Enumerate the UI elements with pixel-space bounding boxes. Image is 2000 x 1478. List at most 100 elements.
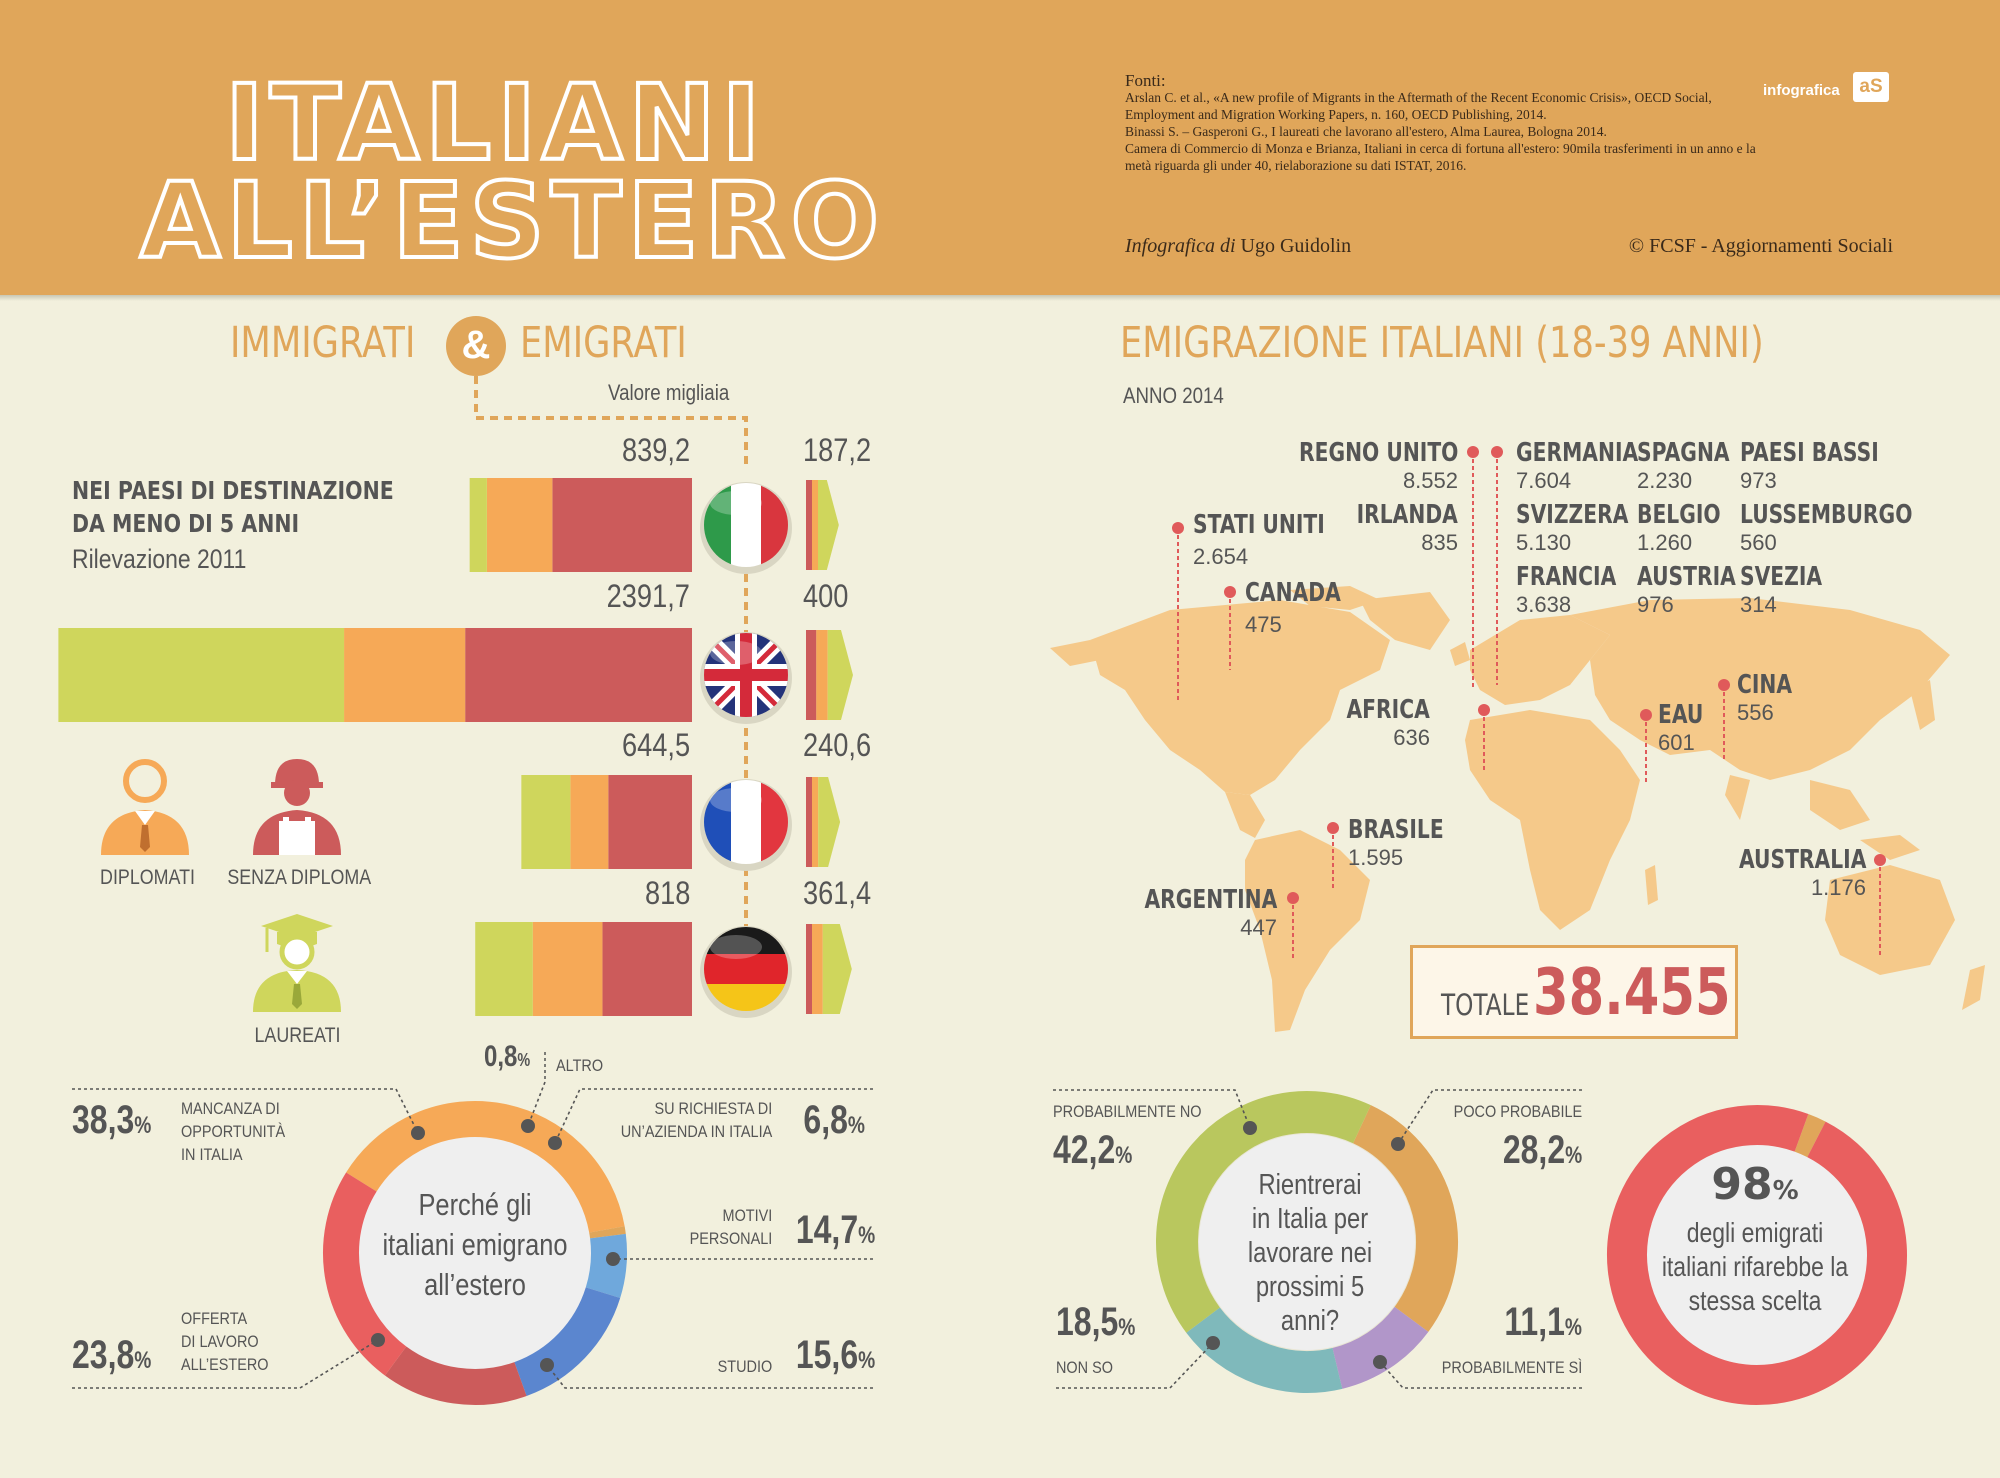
immigrati-bar-senza-diploma: [602, 922, 692, 1016]
dot-no: [1243, 1121, 1257, 1135]
return-center-line1: Rientrerai: [1258, 1169, 1362, 1201]
country-name-eau: EAU: [1658, 700, 1704, 730]
australia: [1825, 865, 1955, 975]
choice-center-label: 98% degli emigrati italiani rifarebbe la…: [1630, 1160, 1880, 1318]
country-name-germania: GERMANIA: [1516, 438, 1639, 468]
choice-line1: degli emigrati: [1686, 1217, 1824, 1248]
emigrati-bar-diplomati: [812, 924, 823, 1014]
immigrati-bar-laureati: [58, 628, 345, 722]
subtitle-survey: Rilevazione 2011: [72, 544, 247, 574]
emigrati-bar-laureati: [822, 924, 852, 1014]
immigrati-label-uk: 2391,7: [606, 578, 690, 614]
pin-dot-australia: [1874, 854, 1886, 866]
slice-probabilmente-si: [1331, 1306, 1429, 1389]
subtitle-destination: NEI PAESI DI DESTINAZIONE DA MENO DI 5 A…: [72, 474, 394, 540]
reason-offerta-label: OFFERTA DI LAVORO ALL’ESTERO: [181, 1309, 269, 1374]
pin-dot-stati-uniti: [1172, 522, 1184, 534]
senza-diploma-icon: [253, 759, 341, 855]
immigrati-bar-diplomati: [344, 628, 466, 722]
alaska-tip: [1050, 640, 1100, 666]
leader-richiesta: [554, 1088, 873, 1144]
reasons-center-label: Perché gli italiani emigrano all’estero: [345, 1185, 605, 1305]
north-america: [1090, 600, 1390, 795]
return-poco-label: POCO PROBABILE: [1453, 1102, 1582, 1121]
subtitle-line2: DA MENO DI 5 ANNI: [72, 509, 300, 538]
emigrati-label-italia: 187,2: [803, 432, 872, 468]
brand-text: infografica: [1763, 82, 1840, 99]
emigrati-bar-laureati: [827, 630, 853, 720]
legend-senza-diploma: SENZA DIPLOMA: [227, 866, 372, 889]
emigrati-label-uk: 400: [803, 578, 849, 614]
country-name-francia: FRANCIA: [1516, 562, 1617, 592]
slice-studio: [384, 1346, 527, 1405]
emigrati-bar-senza-diploma: [806, 924, 812, 1014]
country-name-cina: CINA: [1737, 670, 1793, 700]
india: [1725, 775, 1750, 820]
immigrati-label-germania: 818: [644, 875, 690, 911]
dot-si: [1373, 1355, 1387, 1369]
return-si-label: PROBABILMENTE SÌ: [1441, 1358, 1582, 1377]
return-no-pct: 42,2%: [1053, 1128, 1133, 1172]
reason-altro-pct: 0,8%: [484, 1040, 531, 1073]
country-name-australia: AUSTRALIA: [1738, 845, 1866, 875]
greenland: [1360, 592, 1450, 650]
country-value-francia: 3.638: [1516, 592, 1572, 617]
header-shadow: [0, 295, 2000, 301]
country-name-paesi-bassi: PAESI BASSI: [1740, 438, 1879, 468]
slice-poco-probabile: [1352, 1105, 1458, 1332]
country-name-brasile: BRASILE: [1348, 815, 1444, 845]
country-name-canada: CANADA: [1245, 578, 1341, 608]
reason-studio-label: STUDIO: [717, 1357, 772, 1376]
choice-line3: stessa scelta: [1688, 1285, 1822, 1316]
slice-altro: [589, 1226, 626, 1239]
immigrati-label-italia: 839,2: [621, 432, 690, 468]
emigrati-bar-diplomati: [816, 630, 828, 720]
pin-dot-cina: [1718, 679, 1730, 691]
section-title-emigrazione: EMIGRAZIONE ITALIANI (18-39 ANNI): [1120, 318, 1764, 368]
country-value-spagna: 2.230: [1637, 468, 1693, 493]
copyright-text: © FCSF - Aggiornamenti Sociali: [1628, 235, 1893, 257]
immigrati-bar-senza-diploma: [608, 775, 692, 869]
legend-laureati: LAUREATI: [254, 1024, 341, 1047]
source-item: Arslan C. et al., «A new profile of Migr…: [1125, 90, 1712, 122]
total-box: TOTALE 38.455: [1410, 945, 1738, 1039]
indonesia: [1860, 835, 1920, 860]
slice-probabilmente-no: [1156, 1091, 1371, 1333]
new-zealand: [1962, 965, 1985, 1010]
return-si-pct: 11,1%: [1504, 1300, 1582, 1344]
credit-line: Infografica di Ugo Guidolin: [1125, 235, 1351, 258]
country-value-austria: 976: [1637, 592, 1674, 617]
leader-poco: [1397, 1089, 1582, 1145]
immigrati-label-francia: 644,5: [621, 727, 690, 763]
leader-nonso: [1056, 1342, 1214, 1389]
leader-offerta: [72, 1339, 379, 1389]
source-item: Camera di Commercio di Monza e Brianza, …: [1125, 141, 1756, 173]
asia: [1570, 598, 1950, 780]
emigrati-bar-senza-diploma: [806, 480, 812, 570]
header-banner: [0, 0, 2000, 295]
return-center-line3: lavorare nei: [1247, 1237, 1373, 1269]
sources-block: Fonti: Arslan C. et al., «A new profile …: [1125, 72, 1765, 174]
reasons-donut-center: [358, 1136, 592, 1370]
country-name-svizzera: SVIZZERA: [1516, 500, 1629, 530]
section-title-emigrati: EMIGRATI: [520, 318, 687, 368]
brand-as-icon: aS: [1853, 72, 1889, 102]
slice-personali: [513, 1286, 621, 1396]
arctic-islands: [1290, 586, 1380, 610]
dot-altro: [521, 1119, 535, 1133]
country-name-regno-unito: REGNO UNITO: [1298, 438, 1458, 468]
italy-flag: [700, 482, 792, 574]
uk-flag: [700, 632, 792, 724]
return-center-label: Rientrerai in Italia per lavorare nei pr…: [1190, 1168, 1430, 1338]
immigrati-bar-senza-diploma: [552, 478, 692, 572]
page-title-line2: ALL’ESTERO: [138, 158, 886, 284]
dot-richiesta: [548, 1136, 562, 1150]
pin-dot-argentina: [1287, 892, 1299, 904]
country-value-lussemburgo: 560: [1740, 530, 1777, 555]
total-value: 38.455: [1533, 956, 1731, 1030]
south-america: [1245, 830, 1370, 1032]
reason-studio-pct: 15,6%: [795, 1333, 875, 1377]
dot-poco: [1391, 1137, 1405, 1151]
dot-nonso: [1206, 1336, 1220, 1350]
